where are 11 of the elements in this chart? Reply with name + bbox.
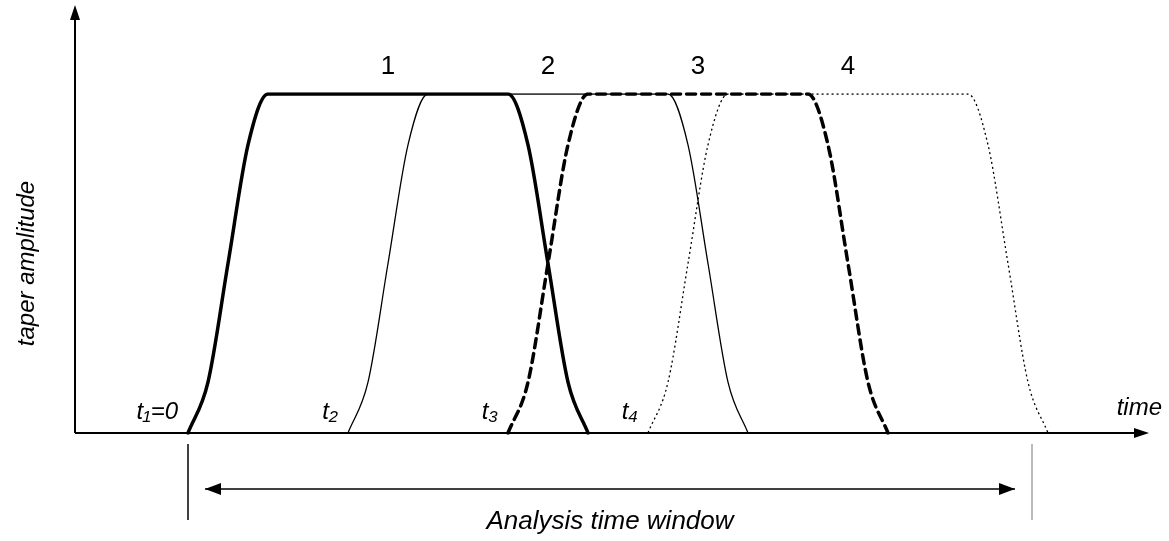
x-axis-title: time [1116, 393, 1162, 420]
y-axis-title: taper amplitude [12, 180, 39, 347]
series-label: 4 [840, 50, 856, 81]
annotation: t₃ [481, 397, 498, 424]
text: Analysis time window [484, 505, 736, 535]
annotation: t₁=0 [136, 397, 179, 424]
series-label: 2 [540, 50, 556, 81]
series-label: 3 [690, 50, 706, 81]
annotation: t₂ [322, 397, 338, 424]
series-label: 1 [380, 50, 396, 81]
annotation: t₄ [621, 397, 638, 424]
